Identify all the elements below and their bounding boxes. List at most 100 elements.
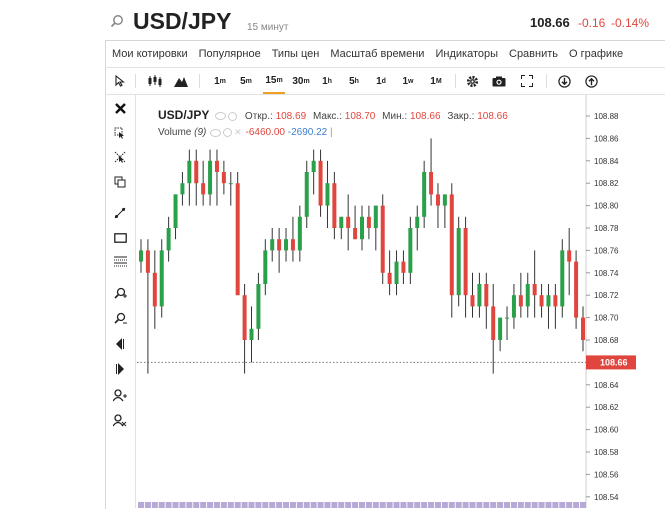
cursor-icon[interactable]: [111, 68, 129, 94]
volume-bar: [407, 502, 414, 508]
y-tick-label: 108.54: [594, 493, 619, 502]
remove-icon[interactable]: ✕: [234, 127, 242, 137]
fibonacci-icon[interactable]: [105, 252, 135, 272]
candle-body: [505, 317, 510, 319]
trendline-icon[interactable]: [105, 203, 135, 223]
candle-body: [166, 228, 171, 251]
symbol-title: USD/JPY: [133, 8, 232, 34]
legend-divider: |: [330, 127, 333, 139]
candle-body: [318, 160, 323, 206]
volume-bar: [483, 502, 490, 508]
open-value: 108.69: [275, 111, 307, 122]
volume-bar: [393, 502, 400, 508]
scroll-right-icon[interactable]: [105, 359, 135, 379]
remove-alert-icon[interactable]: [105, 410, 135, 430]
candle-body: [567, 250, 572, 262]
close-icon[interactable]: [105, 98, 135, 118]
volume-bar: [283, 502, 290, 508]
zoom-in-icon[interactable]: [105, 283, 135, 303]
y-tick-label: 108.70: [594, 314, 619, 323]
toolbar-separator: [455, 74, 456, 88]
menu-my-quotes[interactable]: Мои котировки: [112, 48, 188, 60]
high-value: 108.70: [344, 111, 376, 122]
volume-bar: [434, 502, 441, 508]
candle-body: [442, 194, 447, 206]
menu-popular[interactable]: Популярное: [198, 48, 261, 60]
rectangle-icon[interactable]: [105, 228, 135, 248]
volume-bar: [386, 502, 393, 508]
volume-bar: [359, 502, 365, 508]
candle-body: [256, 284, 261, 329]
y-tick-label: 108.86: [594, 134, 619, 143]
volume-bar: [310, 502, 317, 508]
candle-body: [380, 205, 385, 273]
settings-gear-icon[interactable]: [463, 68, 481, 94]
price-change-percent: -0.14%: [611, 16, 650, 30]
visibility-eye-icon[interactable]: [215, 112, 227, 121]
menu-price-types[interactable]: Типы цен: [271, 48, 320, 60]
candle-body: [394, 261, 399, 284]
menu-compare[interactable]: Сравнить: [509, 48, 559, 60]
candle-body: [145, 250, 150, 273]
volume-bar: [414, 502, 421, 508]
search-icon[interactable]: [110, 14, 124, 33]
candle-body: [339, 216, 344, 228]
candlestick-chart-icon[interactable]: [145, 68, 165, 94]
volume-bar: [504, 502, 511, 508]
timeframe-15m[interactable]: 15 m: [263, 68, 285, 94]
add-alert-icon[interactable]: [105, 385, 135, 405]
menu-about-chart[interactable]: О графике: [569, 48, 624, 60]
candle-body: [463, 228, 468, 296]
candle-body: [325, 183, 330, 206]
download-icon[interactable]: [555, 68, 573, 94]
y-tick-label: 108.80: [594, 202, 619, 211]
toolbar-separator: [199, 74, 200, 88]
magic-cursor-icon[interactable]: [105, 147, 135, 167]
y-tick-label: 108.56: [594, 470, 619, 479]
upload-icon[interactable]: [582, 68, 600, 94]
volume-bar: [165, 502, 172, 508]
y-tick-label: 108.88: [594, 112, 619, 121]
candle-body: [470, 295, 475, 307]
copy-icon[interactable]: [105, 172, 135, 192]
close-value: 108.66: [477, 111, 508, 122]
candle-body: [159, 250, 164, 307]
volume-bar: [372, 502, 379, 508]
volume-bar: [365, 502, 372, 508]
scroll-left-icon[interactable]: [105, 334, 135, 354]
volume-bar: [559, 502, 566, 508]
candle-body: [228, 183, 233, 185]
candle-body: [332, 183, 337, 228]
volume-bar: [144, 502, 151, 508]
settings-icon[interactable]: [228, 111, 238, 121]
candle-body: [546, 295, 551, 307]
timeframe-30m[interactable]: 30 m: [292, 75, 310, 87]
menu-indicators[interactable]: Индикаторы: [435, 48, 498, 60]
volume-bar: [580, 502, 586, 508]
volume-bar: [241, 502, 248, 508]
volume-bar: [421, 502, 428, 508]
candle-body: [139, 250, 143, 262]
area-chart-icon[interactable]: [172, 68, 190, 94]
camera-icon[interactable]: [490, 68, 508, 94]
volume-bar: [303, 502, 310, 508]
volume-bar: [213, 502, 220, 508]
volume-bar: [490, 502, 497, 508]
zoom-out-icon[interactable]: [105, 308, 135, 328]
volume-bar: [317, 502, 324, 508]
crosshair-cursor-icon[interactable]: [105, 123, 135, 143]
volume-bar: [248, 502, 255, 508]
settings-icon[interactable]: [223, 128, 233, 137]
visibility-eye-icon[interactable]: [210, 128, 222, 137]
menu-time-scale[interactable]: Масштаб времени: [330, 48, 425, 60]
candle-body: [249, 328, 254, 340]
